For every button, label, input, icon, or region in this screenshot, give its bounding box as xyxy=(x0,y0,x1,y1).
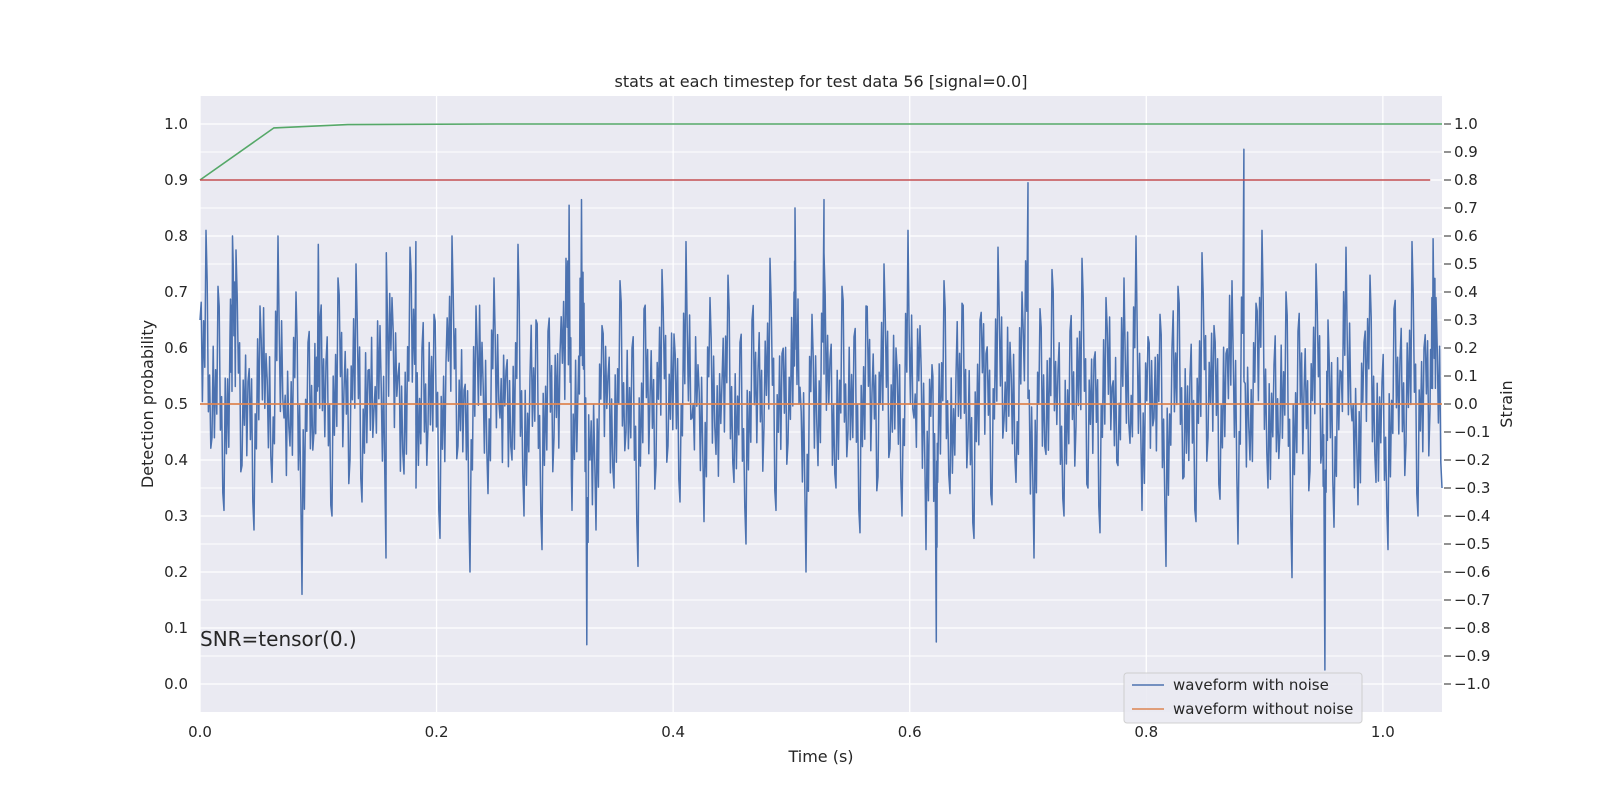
right-y-tick-label: 0.2 xyxy=(1454,339,1478,357)
left-y-tick-label: 1.0 xyxy=(164,115,188,133)
x-tick-label: 0.6 xyxy=(898,723,922,741)
right-y-tick-label: −0.2 xyxy=(1454,451,1490,469)
left-y-tick-label: 0.2 xyxy=(164,563,188,581)
left-y-axis-label: Detection probability xyxy=(138,320,157,488)
left-y-tick-label: 0.1 xyxy=(164,619,188,637)
legend-label-noisy: waveform with noise xyxy=(1173,676,1329,694)
left-y-tick-label: 0.5 xyxy=(164,395,188,413)
right-y-tick-label: 0.3 xyxy=(1454,311,1478,329)
legend-label-clean: waveform without noise xyxy=(1173,700,1353,718)
series-waveform-with-noise xyxy=(199,148,1443,671)
right-y-tick-label: −0.1 xyxy=(1454,423,1490,441)
legend-box xyxy=(1123,672,1363,724)
legend: waveform with noise waveform without noi… xyxy=(1123,672,1363,724)
right-y-tick-label: −0.7 xyxy=(1454,591,1490,609)
right-y-tick-label: −0.6 xyxy=(1454,563,1490,581)
right-y-tick-label: −0.3 xyxy=(1454,479,1490,497)
right-y-tick-label: −0.9 xyxy=(1454,647,1490,665)
right-y-tick-label: 0.7 xyxy=(1454,199,1478,217)
series-layer xyxy=(199,123,1443,671)
x-axis: 0.0 0.2 0.4 0.6 0.8 1.0 xyxy=(188,723,1395,741)
left-y-tick-label: 0.7 xyxy=(164,283,188,301)
left-y-tick-label: 0.3 xyxy=(164,507,188,525)
right-y-tick-label: 0.9 xyxy=(1454,143,1478,161)
x-tick-label: 0.4 xyxy=(661,723,685,741)
right-y-tick-label: −0.4 xyxy=(1454,507,1490,525)
right-y-tick-label: 0.8 xyxy=(1454,171,1478,189)
snr-annotation: SNR=tensor(0.) xyxy=(200,627,357,651)
right-y-tick-label: 0.6 xyxy=(1454,227,1478,245)
right-y-tick-label: 0.0 xyxy=(1454,395,1478,413)
right-y-tick-label: 0.4 xyxy=(1454,283,1478,301)
right-y-tick-label: −0.5 xyxy=(1454,535,1490,553)
right-y-axis-label: Strain xyxy=(1497,380,1516,427)
right-y-tick-label: −0.8 xyxy=(1454,619,1490,637)
right-y-axis: −1.0 −0.9 −0.8 −0.7 −0.6 −0.5 −0.4 −0.3 −0.2 −0.1… xyxy=(1444,115,1490,693)
left-y-tick-label: 0.4 xyxy=(164,451,188,469)
left-y-tick-label: 0.6 xyxy=(164,339,188,357)
x-axis-label: Time (s) xyxy=(787,747,853,766)
chart-title: stats at each timestep for test data 56 … xyxy=(615,72,1028,91)
right-y-tick-label: 1.0 xyxy=(1454,115,1478,133)
right-y-tick-label: 0.1 xyxy=(1454,367,1478,385)
left-y-tick-label: 0.0 xyxy=(164,675,188,693)
x-tick-label: 0.8 xyxy=(1134,723,1158,741)
x-tick-label: 0.0 xyxy=(188,723,212,741)
series-detection-probability xyxy=(199,123,1442,181)
right-y-tick-label: 0.5 xyxy=(1454,255,1478,273)
left-y-axis: 0.0 0.1 0.2 0.3 0.4 0.5 0.6 0.7 0.8 0.9 1.0 xyxy=(164,115,188,693)
right-y-tick-label: −1.0 xyxy=(1454,675,1490,693)
x-tick-label: 1.0 xyxy=(1371,723,1395,741)
left-y-tick-label: 0.8 xyxy=(164,227,188,245)
left-y-tick-label: 0.9 xyxy=(164,171,188,189)
x-tick-label: 0.2 xyxy=(425,723,449,741)
